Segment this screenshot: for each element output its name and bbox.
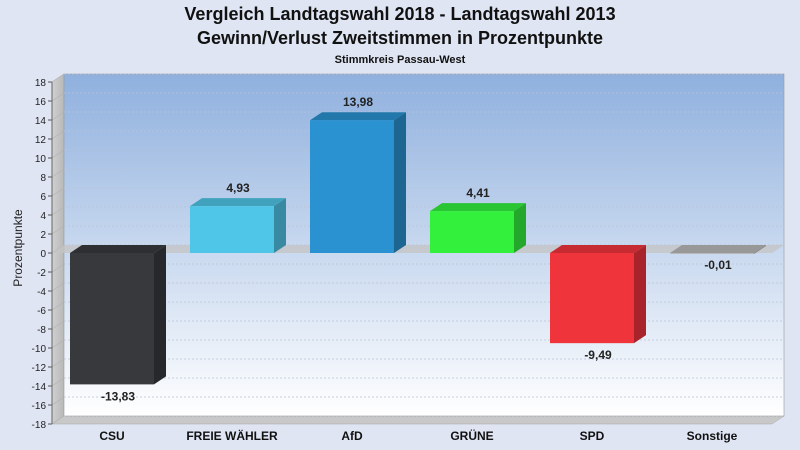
bar-side — [154, 245, 166, 385]
bar-top — [670, 245, 766, 253]
gridline-depth — [51, 301, 65, 311]
bar-value-label: 4,41 — [466, 186, 490, 200]
gridline-depth — [51, 320, 65, 330]
y-tick-label: -10 — [32, 344, 47, 355]
bar-side — [394, 112, 406, 253]
y-tick-label: 2 — [40, 230, 46, 241]
gridline-depth — [51, 130, 65, 140]
bar-front — [430, 211, 514, 253]
bar — [670, 245, 766, 254]
gridline-depth — [51, 149, 65, 159]
bar-side — [274, 198, 286, 253]
y-tick-label: 18 — [35, 78, 47, 89]
bar-value-label: 4,93 — [226, 181, 250, 195]
gridline-depth — [51, 415, 65, 425]
bar — [550, 245, 646, 344]
x-tick-label: GRÜNE — [450, 428, 493, 443]
y-tick-label: -14 — [32, 382, 47, 393]
gridline-depth — [51, 358, 65, 368]
y-tick-label: -12 — [32, 363, 47, 374]
gridline-depth — [51, 225, 65, 235]
y-tick-label: 16 — [35, 97, 47, 108]
y-tick-label: 14 — [35, 116, 47, 127]
bar-front — [70, 253, 154, 385]
y-tick-label: -8 — [37, 325, 46, 336]
bar-side — [514, 203, 526, 253]
bar-front — [310, 120, 394, 253]
gridline-depth — [51, 168, 65, 178]
y-tick-label: -16 — [32, 401, 47, 412]
bar-value-label: 13,98 — [343, 95, 373, 109]
bar — [70, 245, 166, 385]
bar-top — [190, 198, 286, 207]
bar-front — [190, 206, 274, 253]
gridline-depth — [51, 92, 65, 102]
y-tick-label: 4 — [40, 211, 46, 222]
y-tick-label: 6 — [40, 192, 46, 203]
x-tick-label: SPD — [580, 429, 605, 443]
gridline-depth — [51, 282, 65, 292]
bar-side — [754, 245, 766, 254]
bar-front — [550, 253, 634, 344]
y-tick-label: 0 — [40, 249, 46, 260]
x-tick-label: FREIE WÄHLER — [186, 428, 278, 443]
x-tick-label: AfD — [341, 429, 363, 443]
bar-value-label: -9,49 — [584, 348, 612, 362]
bar-value-label: -13,83 — [101, 389, 135, 403]
gridline-depth — [51, 73, 65, 83]
chart-title: Vergleich Landtagswahl 2018 - Landtagswa… — [184, 4, 616, 24]
gridline-depth — [51, 263, 65, 273]
gridline-depth — [51, 111, 65, 121]
x-tick-label: Sonstige — [687, 429, 738, 443]
bar-value-label: -0,01 — [704, 258, 732, 272]
y-tick-label: 8 — [40, 173, 46, 184]
y-tick-label: 10 — [35, 154, 47, 165]
x-tick-label: CSU — [99, 429, 124, 443]
y-tick-label: 12 — [35, 135, 47, 146]
bar — [310, 112, 406, 253]
gridline-depth — [51, 396, 65, 406]
y-tick-label: -2 — [37, 268, 46, 279]
bar-top — [70, 245, 166, 253]
bar — [430, 203, 526, 253]
bar-top — [550, 245, 646, 253]
bar-top — [430, 203, 526, 212]
bar-top — [310, 112, 406, 121]
bar — [190, 198, 286, 253]
gridline-depth — [51, 187, 65, 197]
y-tick-label: -6 — [37, 306, 46, 317]
floor — [51, 415, 785, 425]
y-axis-label: Prozentpunkte — [11, 209, 25, 287]
chart-caption: Stimmkreis Passau-West — [334, 54, 466, 66]
gridline-depth — [51, 206, 65, 216]
bar-side — [634, 245, 646, 344]
y-tick-label: -4 — [37, 287, 46, 298]
gridline-depth — [51, 339, 65, 349]
bar-front — [670, 253, 754, 254]
chart-subtitle: Gewinn/Verlust Zweitstimmen in Prozentpu… — [196, 28, 604, 48]
y-tick-label: -18 — [32, 420, 47, 431]
gridline-depth — [51, 377, 65, 387]
